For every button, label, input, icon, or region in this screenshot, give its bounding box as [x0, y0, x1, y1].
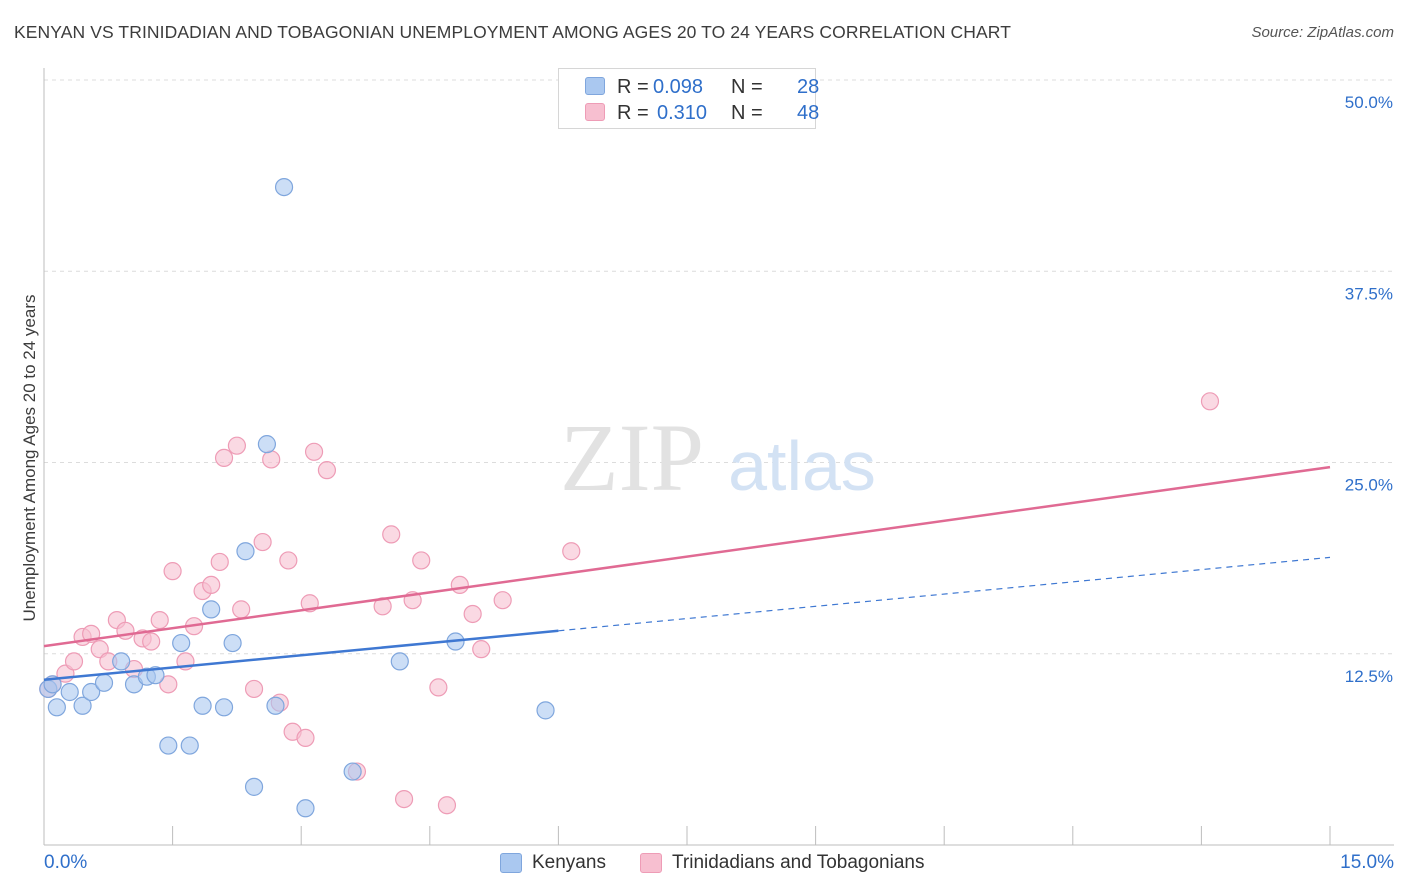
trinidad-point — [394, 789, 414, 809]
watermark-atlas: atlas — [728, 427, 876, 505]
trinidad-point — [429, 678, 448, 697]
kenyans-point — [202, 600, 221, 619]
grid-layer — [44, 79, 1394, 655]
trinidad-point — [64, 652, 84, 671]
trinidad-point — [142, 632, 161, 651]
trinidad-point — [463, 604, 482, 624]
trinidad-point — [412, 551, 431, 570]
trinidad-point — [317, 461, 337, 480]
y-axis-label: Unemployment Among Ages 20 to 24 years — [20, 294, 39, 622]
kenyans-point — [274, 178, 294, 197]
source-label: Source: ZipAtlas.com — [1251, 24, 1394, 41]
kenyans-point — [82, 682, 101, 702]
legend-swatch-trinidad — [585, 103, 605, 121]
trinidad-point — [493, 591, 512, 610]
trinidad-point — [244, 679, 264, 699]
trinidad-point — [150, 610, 169, 630]
trinidad-point — [1200, 392, 1220, 411]
kenyans-point — [146, 666, 165, 685]
chart-title: KENYAN VS TRINIDADIAN AND TOBAGONIAN UNE… — [14, 22, 1012, 42]
bottom-legend-swatch-trinidad — [640, 853, 662, 873]
points-layer — [39, 178, 1220, 818]
trinidad-point — [450, 575, 469, 595]
watermark: ZIP atlas — [560, 404, 876, 511]
kenyans-trend-line — [43, 629, 559, 682]
trinidad-point — [227, 436, 246, 455]
trinidad-point — [253, 532, 272, 552]
kenyans-point — [236, 542, 255, 561]
trinidad-point — [232, 600, 251, 619]
trinidad-point — [382, 525, 401, 544]
y-tick-label: 25.0% — [1345, 476, 1393, 495]
legend-r-value-trinidad: 0.310 — [657, 102, 708, 124]
y-tick-labels: 12.5% 25.0% 37.5% 50.0% — [1345, 93, 1393, 686]
kenyans-point — [244, 777, 264, 796]
legend-n-label: N = — [731, 102, 763, 124]
watermark-zip: ZIP — [560, 404, 704, 511]
kenyans-point — [257, 435, 277, 454]
legend-r-label: R = — [617, 102, 649, 124]
bottom-legend-label-kenyans: Kenyans — [532, 852, 606, 873]
kenyans-point — [60, 682, 79, 702]
x-tick-label-min: 0.0% — [44, 852, 88, 873]
kenyans-point — [47, 698, 66, 717]
x-tick-label-max: 15.0% — [1340, 852, 1394, 873]
trinidad-point — [214, 448, 234, 468]
kenyans-point — [296, 799, 315, 818]
y-tick-label: 12.5% — [1345, 667, 1393, 686]
trinidad-point — [437, 796, 457, 815]
kenyans-point — [266, 696, 285, 715]
trinidad-point — [304, 442, 324, 461]
axes-layer — [43, 68, 1394, 846]
legend-r-value-kenyans: 0.098 — [653, 76, 704, 98]
legend-swatch-kenyans — [585, 77, 605, 95]
kenyans-point — [390, 652, 409, 671]
kenyans-point — [172, 633, 191, 653]
bottom-legend-swatch-kenyans — [500, 853, 522, 873]
trinidad-point — [562, 542, 581, 561]
bottom-legend-label-trinidad: Trinidadians and Tobagonians — [672, 852, 925, 873]
kenyans-point — [159, 736, 178, 755]
legend-n-value-kenyans: 28 — [797, 76, 820, 98]
y-tick-label: 37.5% — [1345, 284, 1393, 303]
kenyans-point — [73, 696, 92, 715]
kenyans-trend-extension — [558, 556, 1331, 632]
trinidad-point — [202, 575, 221, 595]
trinidad-trend-line — [43, 465, 1331, 648]
correlation-legend: R = 0.098 N = 28 R = 0.310 N = 48 — [558, 68, 820, 129]
y-tick-label: 50.0% — [1345, 93, 1393, 112]
trinidad-point — [210, 552, 229, 572]
kenyans-point — [193, 696, 212, 715]
kenyans-point — [112, 652, 131, 671]
legend-r-label: R = — [617, 76, 649, 98]
kenyans-point — [343, 762, 362, 781]
trinidad-point — [472, 640, 491, 659]
trinidad-point — [262, 450, 281, 469]
kenyans-point — [214, 698, 234, 717]
legend-n-label: N = — [731, 76, 763, 98]
kenyans-point — [223, 633, 242, 653]
trinidad-point — [296, 728, 315, 748]
trend-layer — [43, 465, 1331, 682]
legend-n-value-trinidad: 48 — [797, 102, 820, 124]
kenyans-point — [94, 673, 114, 692]
kenyans-point — [536, 701, 555, 720]
trinidad-point — [279, 551, 298, 570]
trinidad-point — [163, 562, 182, 581]
trinidad-point — [159, 675, 178, 694]
kenyans-point — [180, 736, 199, 755]
